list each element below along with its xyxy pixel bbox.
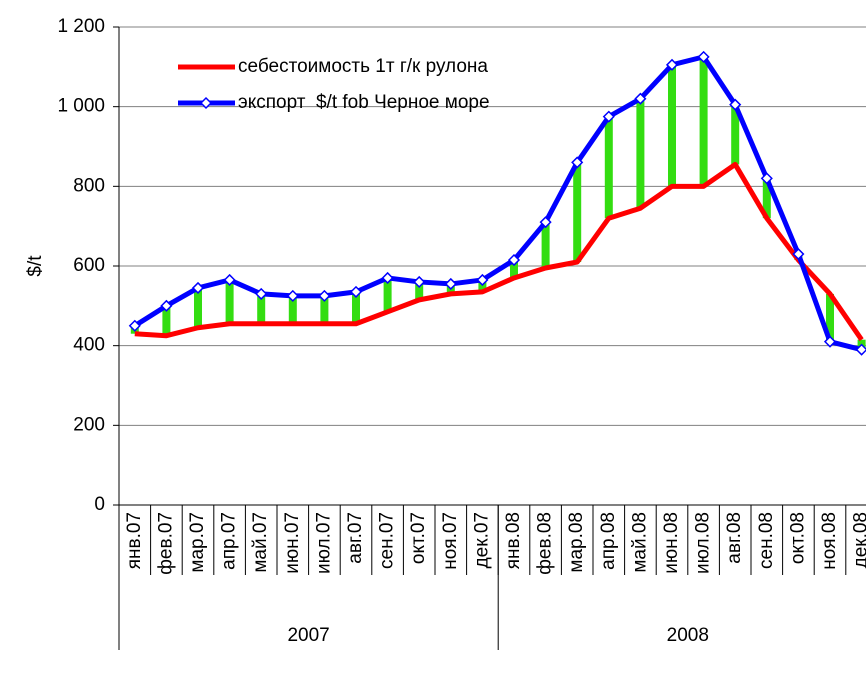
point-marker: [571, 156, 584, 169]
difference-bar: [731, 104, 740, 165]
x-tick-label: фев.08: [535, 512, 556, 575]
y-tick-label: 600: [73, 255, 105, 276]
x-tick-label: дек.08: [851, 512, 866, 568]
x-tick-label: янв.08: [503, 512, 524, 569]
series-line: [133, 54, 863, 353]
legend-marker: [199, 96, 213, 110]
y-tick-label: 800: [73, 175, 105, 196]
x-tick-label: мар.08: [566, 512, 587, 573]
legend-label: экспорт $/t fob Черное море: [238, 92, 490, 113]
difference-bar: [636, 98, 645, 209]
point-marker: [381, 271, 394, 285]
y-tick-label: 0: [94, 494, 105, 515]
x-tick-label: мар.07: [187, 512, 208, 573]
point-marker: [191, 281, 205, 294]
y-axis-label: $/t: [25, 255, 46, 277]
point-marker: [760, 172, 773, 185]
difference-bar: [604, 116, 613, 219]
point-marker: [255, 287, 268, 300]
x-tick-label: фев.07: [155, 512, 176, 575]
difference-bar: [162, 305, 171, 336]
x-tick-label: июн.07: [282, 512, 303, 574]
point-marker: [160, 299, 173, 312]
x-tick-label: сен.08: [756, 512, 777, 569]
difference-bar: [415, 281, 424, 300]
difference-bar: [225, 279, 234, 324]
x-tick-label: авг.08: [724, 512, 745, 564]
x-tick-label: сен.07: [377, 512, 398, 569]
y-tick-label: 200: [73, 414, 105, 435]
difference-bar: [320, 295, 329, 324]
x-tick-label: авг.07: [345, 512, 366, 564]
point-marker: [823, 335, 837, 348]
group-label: 2007: [287, 625, 329, 646]
x-tick-label: окт.07: [408, 512, 429, 564]
x-tick-label: окт.08: [787, 512, 808, 564]
group-label: 2008: [667, 625, 709, 646]
point-marker: [128, 319, 141, 332]
difference-bar: [573, 162, 582, 263]
difference-bar: [826, 293, 834, 342]
x-tick-label: июл.08: [693, 512, 714, 574]
point-marker: [507, 253, 521, 267]
difference-bar: [383, 277, 392, 312]
x-tick-label: янв.07: [124, 512, 145, 569]
x-tick-label: ноя.07: [440, 512, 461, 570]
point-marker: [476, 273, 489, 287]
point-marker: [665, 58, 679, 71]
x-tick-label: дек.07: [471, 512, 492, 568]
difference-bar: [194, 287, 202, 328]
difference-bar: [762, 178, 771, 219]
point-marker: [602, 110, 615, 123]
x-tick-label: июл.07: [313, 512, 334, 574]
point-marker: [318, 289, 331, 302]
point-marker: [792, 247, 805, 261]
y-tick-label: 1 000: [57, 96, 105, 117]
x-tick-label: май.07: [250, 512, 271, 573]
x-tick-label: апр.08: [598, 512, 619, 570]
point-marker: [286, 289, 299, 302]
difference-bar: [288, 295, 297, 324]
point-marker: [634, 92, 647, 105]
point-marker: [349, 285, 363, 298]
x-tick-label: май.08: [629, 512, 650, 573]
point-marker: [539, 216, 552, 229]
y-tick-label: 1 200: [57, 16, 105, 37]
point-marker: [444, 277, 457, 290]
point-marker: [413, 275, 426, 288]
point-marker: [697, 50, 710, 63]
x-tick-label: июн.08: [661, 512, 682, 574]
difference-bar: [257, 293, 266, 324]
difference-bar: [352, 291, 360, 324]
point-marker: [855, 343, 866, 356]
x-tick-label: ноя.08: [819, 512, 840, 570]
difference-bar: [541, 222, 550, 268]
legend-label: себестоимость 1т г/к рулона: [238, 56, 488, 77]
point-marker: [729, 98, 742, 111]
difference-bar: [668, 64, 676, 187]
point-marker: [223, 273, 236, 287]
difference-bar: [510, 260, 518, 278]
difference-bar: [699, 56, 708, 187]
series-line: [134, 161, 864, 342]
y-tick-label: 400: [73, 335, 105, 356]
x-tick-label: апр.07: [219, 512, 240, 570]
